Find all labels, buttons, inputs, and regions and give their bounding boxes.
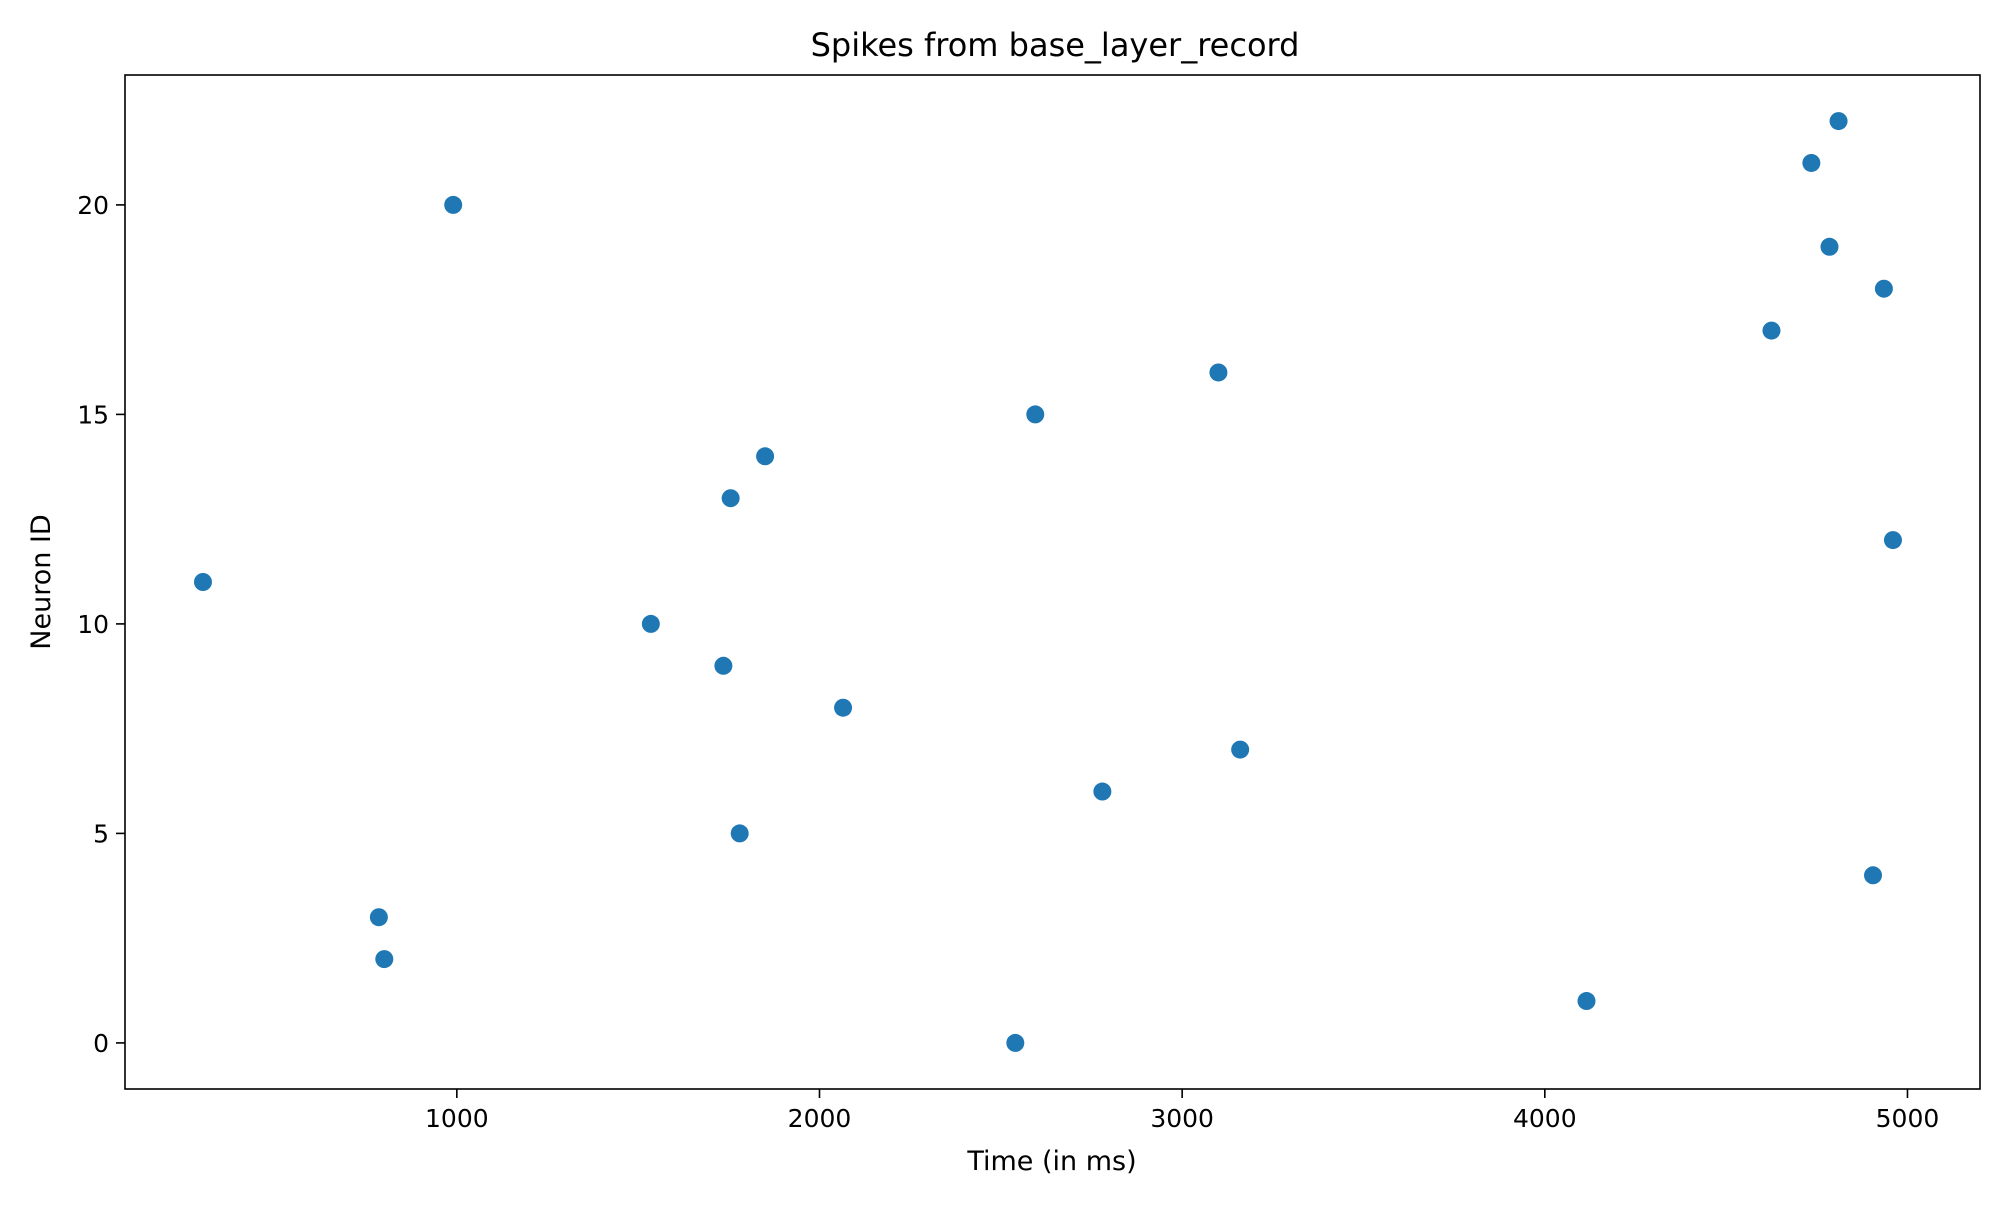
data-point bbox=[369, 908, 388, 927]
y-tick-label: 10 bbox=[77, 610, 109, 639]
data-point bbox=[1874, 279, 1893, 298]
data-point bbox=[1883, 531, 1902, 550]
data-point bbox=[1093, 782, 1112, 801]
data-point bbox=[641, 614, 660, 633]
x-tick-label: 5000 bbox=[1876, 1104, 1940, 1133]
y-tick-label: 15 bbox=[77, 400, 109, 429]
data-point bbox=[1209, 363, 1228, 382]
data-point bbox=[1006, 1033, 1025, 1052]
data-point bbox=[1829, 112, 1848, 131]
x-axis-label: Time (in ms) bbox=[966, 1146, 1136, 1177]
data-point bbox=[1762, 321, 1781, 340]
data-point bbox=[756, 447, 775, 466]
x-tick-label: 1000 bbox=[425, 1104, 489, 1133]
x-tick-label: 2000 bbox=[788, 1104, 852, 1133]
x-tick-label: 4000 bbox=[1513, 1104, 1577, 1133]
data-point bbox=[375, 950, 394, 969]
y-tick-label: 20 bbox=[77, 191, 109, 220]
data-point bbox=[834, 698, 853, 717]
axis-ticks: 1000 2000 3000 4000 5000 0 5 10 15 20 bbox=[77, 191, 1939, 1133]
data-point bbox=[1577, 992, 1596, 1011]
y-tick-label: 5 bbox=[93, 819, 109, 848]
chart-title: Spikes from base_layer_record bbox=[811, 26, 1300, 64]
data-point bbox=[1026, 405, 1045, 424]
data-point bbox=[1802, 153, 1821, 172]
data-point bbox=[1864, 866, 1883, 885]
data-point bbox=[721, 489, 740, 508]
plot-frame bbox=[124, 74, 1981, 1090]
data-point bbox=[444, 195, 463, 214]
data-point bbox=[1820, 237, 1839, 256]
data-point bbox=[730, 824, 749, 843]
data-point bbox=[1231, 740, 1250, 759]
x-tick-label: 3000 bbox=[1150, 1104, 1214, 1133]
data-points bbox=[193, 112, 1902, 1052]
data-point bbox=[714, 656, 733, 675]
y-tick-label: 0 bbox=[93, 1029, 109, 1058]
data-point bbox=[193, 573, 212, 591]
y-axis-label: Neuron ID bbox=[26, 514, 57, 649]
